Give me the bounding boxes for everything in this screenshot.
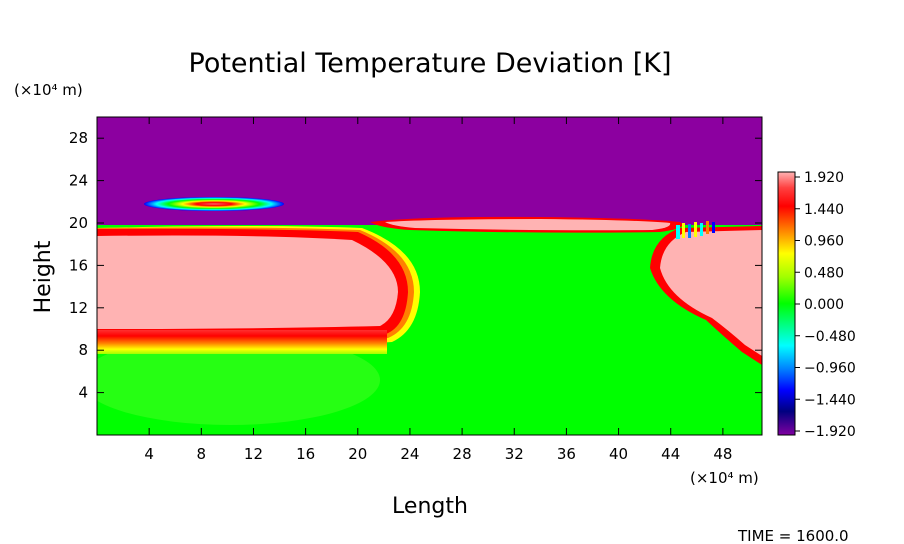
y-tick-label: 28: [69, 129, 88, 147]
x-tick-label: 40: [609, 445, 628, 463]
chart-title: Potential Temperature Deviation [K]: [189, 48, 672, 79]
y-tick-label: 20: [69, 214, 88, 232]
interface-disturbance: [676, 221, 715, 239]
x-tick-label: 36: [557, 445, 576, 463]
colorbar-label: −1.920: [804, 424, 856, 440]
colorbar-label: 1.920: [804, 170, 844, 186]
plot-frame: [96, 116, 763, 436]
region-left-warm-block: [97, 235, 398, 329]
x-tick-label: 28: [453, 445, 472, 463]
y-axis-label: Height: [31, 240, 56, 313]
x-axis-label: Length: [392, 494, 468, 519]
x-tick-label: 16: [296, 445, 315, 463]
x-tick-label: 24: [400, 445, 419, 463]
colorbar-labels: 1.920 1.440 0.960 0.480 0.000 −0.480 −0.960 −1.…: [795, 170, 856, 440]
colorbar-label: −1.440: [804, 392, 856, 408]
y-axis-ticks: 4 8 12 16 20 24 28: [69, 129, 762, 402]
y-tick-label: 8: [78, 341, 88, 359]
region-lower-shade: [97, 335, 380, 425]
x-tick-label: 32: [505, 445, 524, 463]
y-tick-label: 24: [69, 172, 88, 190]
colorbar-label: −0.480: [804, 329, 856, 345]
region-right-warm-block: [660, 230, 762, 356]
x-tick-label: 48: [713, 445, 732, 463]
y-tick-label: 16: [69, 256, 88, 274]
colorbar-label: −0.960: [804, 361, 856, 377]
time-label: TIME = 1600.0: [737, 527, 849, 544]
left-block-lower-band: [97, 330, 387, 354]
heatmap-field: [97, 117, 762, 435]
colorbar: [777, 171, 796, 436]
x-tick-label: 44: [661, 445, 680, 463]
colorbar-label: 0.960: [804, 234, 844, 250]
interface-warm-band: [385, 219, 671, 231]
region-upper-lens: [144, 197, 284, 211]
y-tick-label: 4: [78, 384, 88, 402]
x-tick-label: 4: [144, 445, 154, 463]
x-tick-label: 8: [197, 445, 207, 463]
y-tick-label: 12: [69, 299, 88, 317]
x-unit-label: (×10⁴ m): [690, 469, 759, 487]
x-tick-label: 20: [348, 445, 367, 463]
x-tick-label: 12: [244, 445, 263, 463]
x-axis-ticks: 4 8 12 16 20 24 28 32 36 40 44 48: [144, 117, 732, 463]
y-unit-label: (×10⁴ m): [14, 81, 83, 99]
colorbar-label: 1.440: [804, 202, 844, 218]
colorbar-label: 0.480: [804, 265, 844, 281]
colorbar-label: 0.000: [804, 297, 844, 313]
